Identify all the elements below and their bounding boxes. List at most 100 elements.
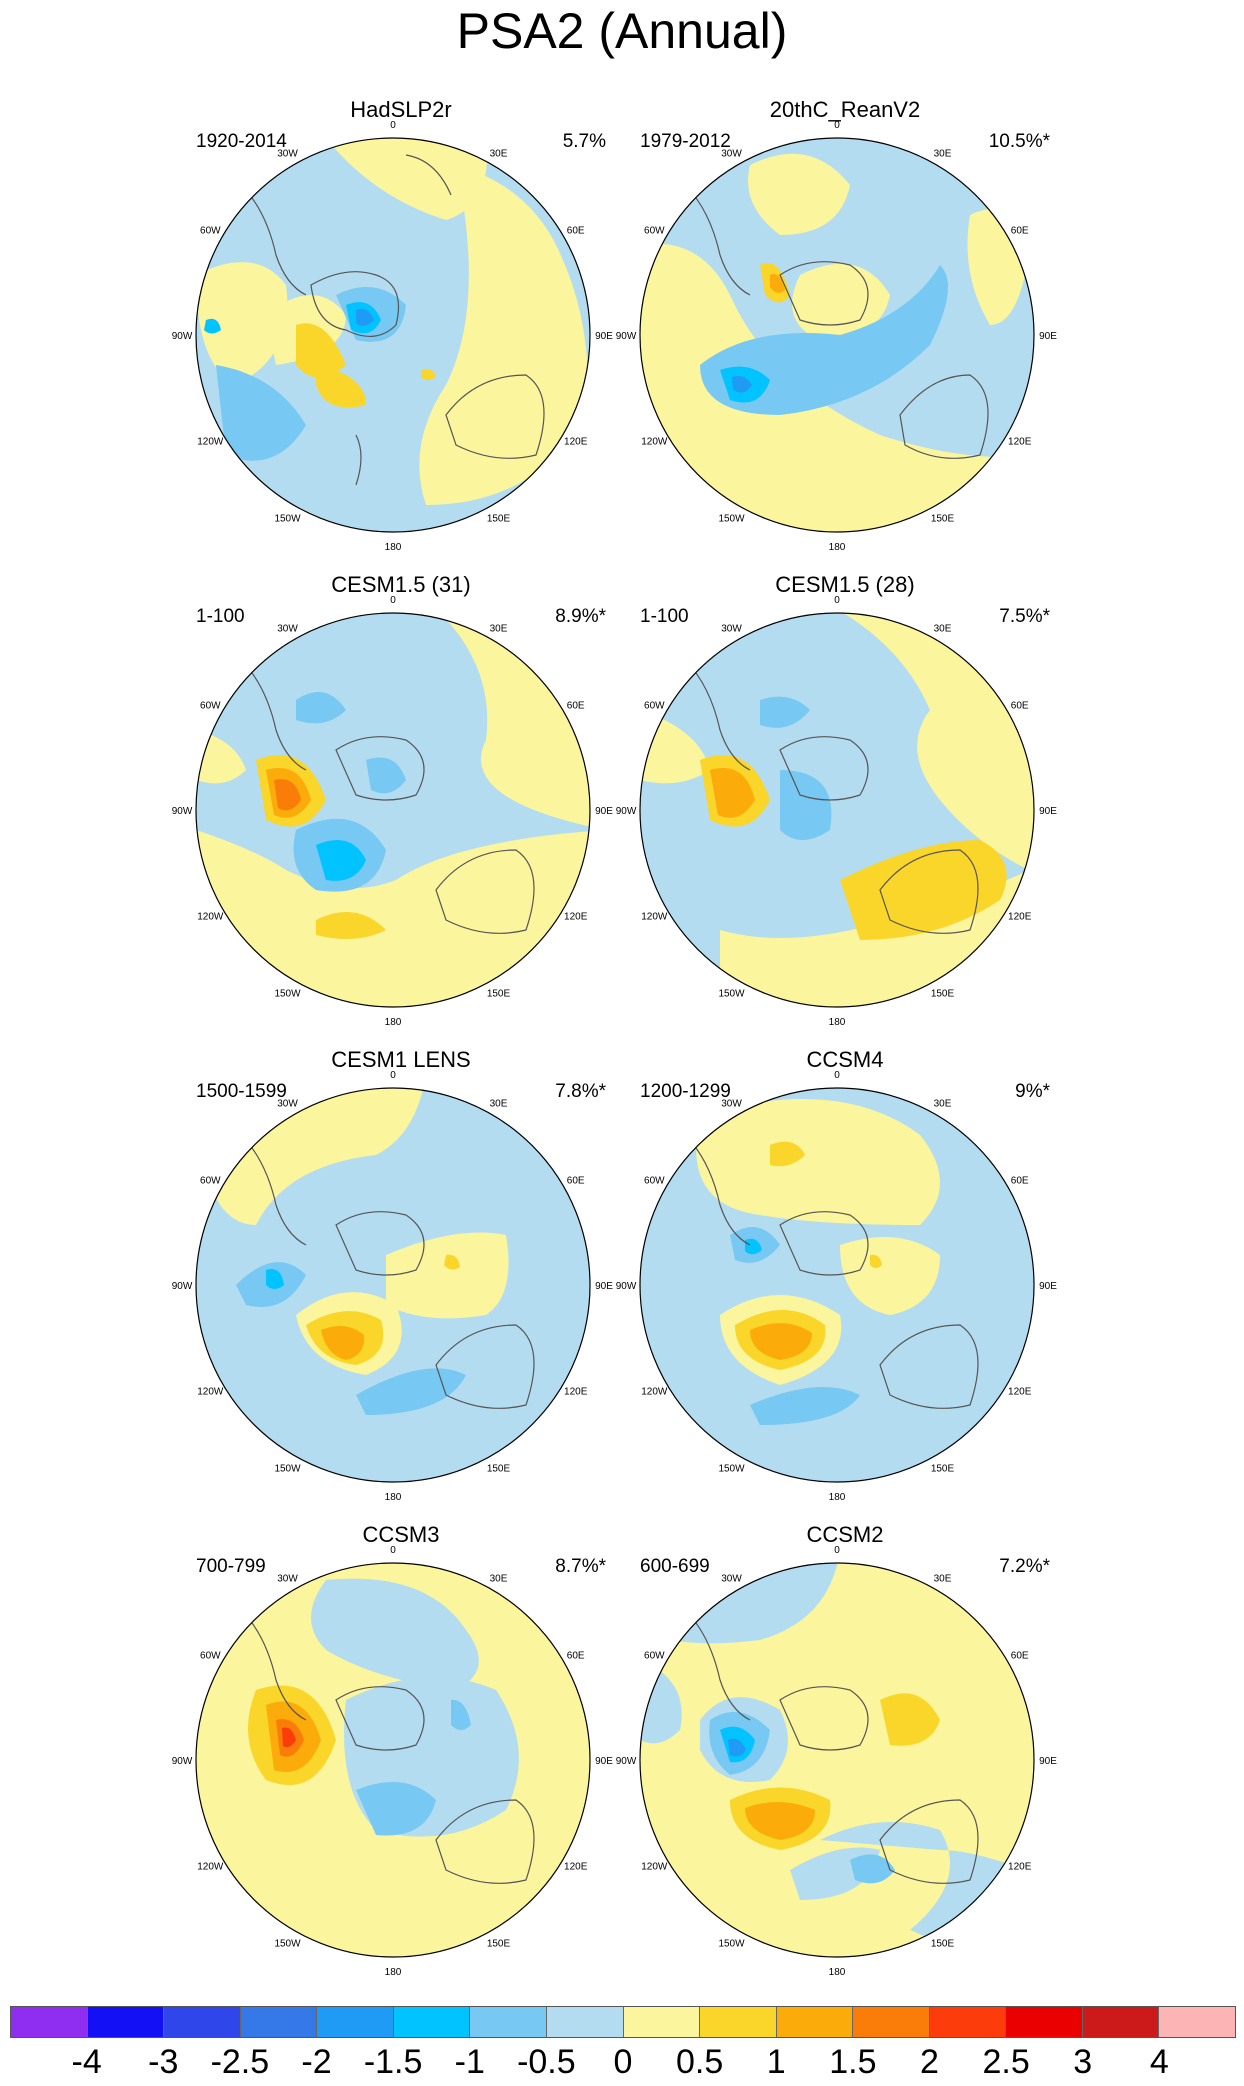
panel-variance-percent: 8.9%* xyxy=(555,606,606,627)
colorbar-swatch xyxy=(470,2007,547,2037)
longitude-label: 90E xyxy=(595,331,613,342)
panel-years: 1-100 xyxy=(640,606,689,627)
longitude-label: 90E xyxy=(1039,331,1057,342)
longitude-label: 90W xyxy=(172,1756,193,1767)
map-field xyxy=(196,1563,590,1957)
longitude-label: 120E xyxy=(564,1862,588,1873)
longitude-label: 180 xyxy=(385,1967,402,1978)
colorbar-swatch xyxy=(623,2007,701,2037)
longitude-label: 150W xyxy=(274,1939,301,1950)
map-panel-hadslp2r: HadSLP2r 1920-2014 5.7% xyxy=(172,97,614,567)
longitude-label: 180 xyxy=(385,542,402,553)
map-field xyxy=(196,1088,590,1482)
longitude-label: 120W xyxy=(197,1387,224,1398)
longitude-label: 0 xyxy=(834,1545,840,1556)
colorbar-tick-label: -2 xyxy=(301,2043,332,2081)
polar-map: 0 30E 60E 90E 120E 150E 180 150W 120W 90W 60W 30W xyxy=(172,595,614,1028)
map-panel-cesm15-31: CESM1.5 (31) 1-100 8.9%* xyxy=(172,572,614,1042)
longitude-label: 90W xyxy=(616,1756,637,1767)
longitude-label: 150E xyxy=(931,1939,955,1950)
longitude-label: 90W xyxy=(616,1281,637,1292)
longitude-label: 120W xyxy=(641,1387,668,1398)
longitude-label: 120E xyxy=(564,912,588,923)
colorbar-swatch xyxy=(853,2007,930,2037)
longitude-label: 150W xyxy=(718,989,745,1000)
colorbar-tick-label: -4 xyxy=(71,2043,102,2081)
colorbar-tick-label: 1 xyxy=(766,2043,786,2081)
longitude-label: 180 xyxy=(829,542,846,553)
polar-map: 0 30E 60E 90E 120E 150E 180 150W 120W 90W 60W 30W xyxy=(616,595,1058,1028)
colorbar xyxy=(10,2006,1236,2038)
colorbar-tick-label: 0 xyxy=(613,2043,633,2081)
longitude-label: 30E xyxy=(490,1573,508,1584)
colorbar-tick-label: -1.5 xyxy=(363,2043,423,2081)
colorbar-swatch xyxy=(546,2007,624,2037)
panel-title: CESM1.5 (31) xyxy=(331,572,471,597)
longitude-label: 30W xyxy=(721,148,742,159)
longitude-label: 120E xyxy=(1008,1862,1032,1873)
map-panel-20thc-reanv2: 20thC_ReanV2 1979-2012 10.5%* 0 30E 60E 9 xyxy=(616,97,1058,567)
panel-variance-percent: 7.2%* xyxy=(999,1556,1050,1577)
longitude-label: 90E xyxy=(595,1281,613,1292)
longitude-label: 150E xyxy=(487,989,511,1000)
longitude-label: 150E xyxy=(487,514,511,525)
longitude-label: 60E xyxy=(567,226,585,237)
longitude-label: 120E xyxy=(1008,437,1032,448)
panel-years: 1979-2012 xyxy=(640,131,731,152)
colorbar-tick-label: 3 xyxy=(1073,2043,1093,2081)
longitude-label: 150E xyxy=(487,1464,511,1475)
colorbar-tick-label: 4 xyxy=(1149,2043,1169,2081)
longitude-label: 60E xyxy=(1011,1176,1029,1187)
longitude-label: 90W xyxy=(172,1281,193,1292)
colorbar-swatch xyxy=(929,2007,1007,2037)
colorbar-swatch xyxy=(11,2007,88,2037)
longitude-label: 90E xyxy=(595,1756,613,1767)
longitude-label: 30W xyxy=(721,1573,742,1584)
longitude-label: 120W xyxy=(641,1862,668,1873)
longitude-label: 60W xyxy=(200,1651,221,1662)
polar-map: 0 30E 60E 90E 120E 150E 180 150W 120W 90W 60W 30W xyxy=(172,1545,614,1978)
longitude-label: 30W xyxy=(277,148,298,159)
map-field xyxy=(640,1563,1034,1957)
longitude-label: 60E xyxy=(1011,1651,1029,1662)
longitude-label: 120W xyxy=(197,437,224,448)
panel-variance-percent: 10.5%* xyxy=(988,131,1050,152)
longitude-label: 150W xyxy=(274,514,301,525)
colorbar-tick-label: -3 xyxy=(148,2043,179,2081)
panel-variance-percent: 9%* xyxy=(1015,1081,1050,1102)
colorbar-tick-label: -1 xyxy=(454,2043,485,2081)
longitude-label: 90W xyxy=(172,806,193,817)
longitude-label: 30E xyxy=(934,1573,952,1584)
longitude-label: 150E xyxy=(487,1939,511,1950)
longitude-label: 150W xyxy=(718,1939,745,1950)
longitude-label: 30E xyxy=(934,148,952,159)
longitude-label: 90E xyxy=(595,806,613,817)
panel-years: 1200-1299 xyxy=(640,1081,731,1102)
longitude-label: 60E xyxy=(567,701,585,712)
map-field xyxy=(196,613,590,1007)
map-panel-ccsm2: CCSM2 600-699 7.2%* xyxy=(616,1522,1058,1992)
longitude-label: 30E xyxy=(490,148,508,159)
longitude-label: 30W xyxy=(721,1098,742,1109)
panel-variance-percent: 8.7%* xyxy=(555,1556,606,1577)
longitude-label: 0 xyxy=(390,1545,396,1556)
colorbar-swatch xyxy=(1159,2007,1235,2037)
longitude-label: 60W xyxy=(200,701,221,712)
colorbar-swatch xyxy=(1082,2007,1160,2037)
longitude-label: 90W xyxy=(616,331,637,342)
longitude-label: 30E xyxy=(490,1098,508,1109)
longitude-label: 150E xyxy=(931,989,955,1000)
longitude-label: 0 xyxy=(834,595,840,606)
longitude-label: 30E xyxy=(934,1098,952,1109)
longitude-label: 90W xyxy=(172,331,193,342)
panel-title: CCSM2 xyxy=(806,1522,884,1547)
map-panel-ccsm3: CCSM3 700-799 8.7%* 0 30E 60E 90E 120E 150E 18… xyxy=(172,1522,614,1992)
panel-years: 1920-2014 xyxy=(196,131,287,152)
longitude-label: 180 xyxy=(385,1017,402,1028)
longitude-label: 180 xyxy=(829,1492,846,1503)
panel-years: 1500-1599 xyxy=(196,1081,287,1102)
panel-variance-percent: 7.5%* xyxy=(999,606,1050,627)
colorbar-tick-label: 0.5 xyxy=(675,2043,724,2081)
longitude-label: 30W xyxy=(721,623,742,634)
colorbar-swatch xyxy=(776,2007,854,2037)
